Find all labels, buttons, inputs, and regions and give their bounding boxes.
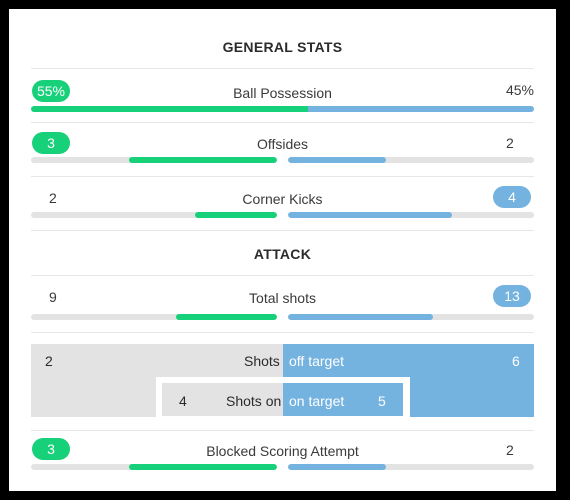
divider	[31, 68, 534, 69]
possession-away-value: 45%	[505, 82, 534, 98]
blocked-home-badge: 3	[32, 438, 70, 460]
offsides-label: Offsides	[256, 136, 309, 152]
general-stats-title: GENERAL STATS	[222, 39, 343, 55]
corners-away-fill	[288, 212, 452, 218]
attack-title: ATTACK	[253, 246, 312, 262]
shots-off-home-value: 2	[45, 353, 53, 369]
corners-away-bar	[288, 212, 534, 218]
total-shots-home-fill	[176, 314, 277, 320]
blocked-home-bar	[31, 464, 277, 470]
offsides-home-badge: 3	[32, 132, 70, 154]
offsides-away-bar	[288, 157, 534, 163]
total-shots-away-badge: 13	[493, 285, 531, 307]
divider	[31, 430, 534, 431]
divider	[31, 122, 534, 123]
shots-on-away-value: 5	[378, 393, 386, 409]
corners-away-badge: 4	[493, 186, 531, 208]
total-shots-home-bar	[31, 314, 277, 320]
divider	[31, 275, 534, 276]
corners-label: Corner Kicks	[242, 191, 323, 207]
corners-home-bar	[31, 212, 277, 218]
possession-bar	[31, 106, 534, 112]
total-shots-away-bar	[288, 314, 534, 320]
divider	[31, 176, 534, 177]
offsides-away-value: 2	[506, 135, 514, 151]
divider	[31, 230, 534, 231]
blocked-away-bar	[288, 464, 534, 470]
possession-home-fill	[31, 106, 308, 112]
possession-label: Ball Possession	[233, 85, 332, 101]
shots-off-label-left: Shots	[244, 353, 280, 369]
match-stats-card: GENERAL STATS 55% Ball Possession 45% 3 …	[9, 9, 556, 491]
total-shots-home-value: 9	[49, 289, 57, 305]
shots-on-label-left: Shots on	[226, 393, 282, 409]
blocked-away-fill	[288, 464, 386, 470]
corners-home-fill	[195, 212, 277, 218]
shots-on-home-value: 4	[179, 393, 187, 409]
shots-off-away-value: 6	[512, 353, 520, 369]
total-shots-away-fill	[288, 314, 433, 320]
divider	[31, 332, 534, 333]
possession-home-badge: 55%	[32, 80, 70, 102]
shots-on-target-away-block	[283, 383, 403, 416]
blocked-home-fill	[129, 464, 277, 470]
corners-home-value: 2	[49, 190, 57, 206]
shots-on-target-home-block	[162, 383, 283, 416]
blocked-away-value: 2	[506, 442, 514, 458]
offsides-home-bar	[31, 157, 277, 163]
possession-away-fill	[308, 106, 534, 112]
shots-on-label-right: on target	[289, 393, 345, 409]
total-shots-label: Total shots	[249, 290, 316, 306]
blocked-label: Blocked Scoring Attempt	[206, 443, 359, 459]
shots-off-label-right: off target	[289, 353, 345, 369]
offsides-home-fill	[129, 157, 277, 163]
offsides-away-fill	[288, 157, 386, 163]
